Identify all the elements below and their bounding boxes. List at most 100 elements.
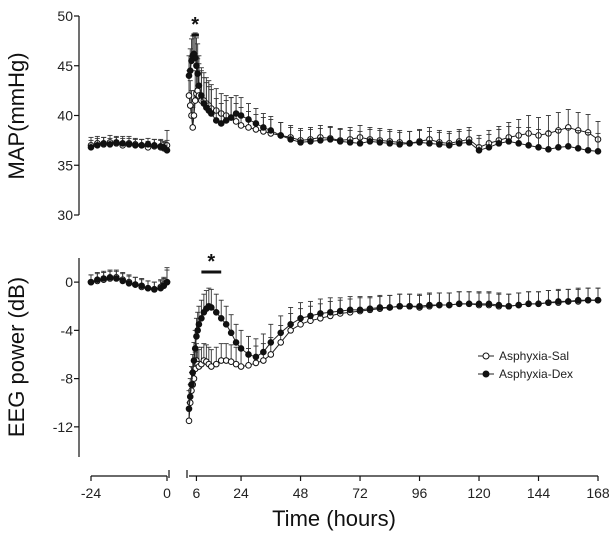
data-point	[186, 393, 194, 400]
data-point	[416, 302, 423, 310]
data-point	[245, 351, 252, 358]
data-point	[212, 117, 220, 124]
x-tick-label: 168	[586, 485, 610, 501]
data-point	[525, 142, 532, 149]
data-point	[125, 141, 133, 148]
data-point	[113, 275, 120, 282]
eeg-panel: -12 -8 -4 0 EEG power (dB) *	[4, 251, 602, 457]
data-point	[277, 329, 285, 337]
data-point	[212, 308, 220, 316]
data-point	[594, 296, 602, 304]
data-point	[336, 307, 344, 315]
data-point	[465, 300, 473, 308]
data-point	[217, 120, 225, 127]
data-point	[455, 140, 463, 147]
data-point	[287, 136, 294, 143]
data-point	[260, 348, 267, 356]
data-point	[346, 139, 354, 146]
data-point	[190, 357, 198, 364]
data-point	[406, 302, 413, 310]
y-tick-label: 50	[57, 8, 73, 24]
data-point	[185, 92, 193, 99]
data-point	[132, 142, 139, 149]
data-point	[100, 140, 107, 147]
data-point	[189, 369, 197, 376]
data-point	[100, 275, 107, 282]
data-point	[191, 345, 199, 352]
data-point	[267, 339, 275, 346]
data-point	[525, 300, 532, 308]
x-tick-label: 0	[163, 485, 171, 501]
data-point	[189, 124, 197, 131]
y-tick-label: -4	[61, 322, 74, 338]
data-point	[426, 140, 433, 147]
data-point	[260, 357, 267, 364]
data-point	[515, 301, 522, 309]
y-tick-label: -8	[61, 371, 74, 387]
data-point	[376, 139, 384, 146]
data-point	[277, 132, 285, 139]
data-point	[584, 296, 592, 304]
data-point	[277, 339, 285, 346]
x-tick-label: 120	[467, 485, 491, 501]
data-point	[346, 306, 354, 314]
data-point	[376, 304, 384, 311]
series-asphyxia-sal	[87, 58, 602, 152]
data-point	[245, 362, 252, 369]
x-tick-label: 96	[412, 485, 428, 501]
data-point	[485, 300, 493, 308]
data-point	[232, 339, 240, 346]
y-axis-title: MAP(mmHg)	[4, 52, 29, 179]
data-point	[227, 329, 235, 337]
data-point	[396, 302, 403, 310]
data-point	[94, 142, 101, 149]
data-point	[356, 306, 364, 314]
data-point	[436, 141, 443, 148]
data-point	[87, 278, 95, 286]
data-point	[495, 140, 503, 147]
data-point	[208, 110, 215, 117]
data-point	[356, 140, 364, 147]
data-point	[564, 298, 572, 305]
data-point	[191, 97, 199, 104]
data-point	[555, 298, 562, 305]
significance-asterisk: *	[191, 14, 199, 36]
data-point	[445, 301, 453, 309]
x-tick-label: 6	[193, 485, 201, 501]
data-point	[119, 140, 126, 147]
data-point	[475, 147, 483, 154]
x-axis: -24 0 6 24 48 72 96 120 144 168 Time (hours)	[81, 470, 610, 531]
data-point	[396, 141, 403, 148]
data-point	[297, 315, 304, 322]
data-point	[287, 327, 294, 334]
data-point	[252, 359, 260, 367]
x-tick-label: 48	[293, 485, 309, 501]
data-point	[287, 321, 294, 328]
data-point	[163, 278, 171, 286]
data-point	[574, 145, 582, 152]
data-point	[416, 139, 423, 146]
data-point	[222, 321, 230, 328]
data-point	[186, 102, 194, 109]
data-point	[386, 140, 394, 147]
map-panel: 30 35 40 45 50 MAP(mmHg) *	[4, 8, 602, 223]
data-point	[186, 67, 194, 75]
series-asphyxia-sal	[87, 267, 602, 425]
data-point	[535, 300, 542, 308]
data-point	[594, 148, 602, 155]
data-point	[222, 117, 230, 124]
data-point	[138, 142, 145, 149]
x-tick-label: 24	[233, 485, 249, 501]
y-tick-label: 0	[65, 274, 73, 290]
data-point	[386, 304, 394, 311]
data-point	[237, 112, 245, 119]
data-point	[94, 276, 101, 284]
y-tick-label: 40	[57, 108, 73, 124]
data-point	[445, 142, 453, 149]
data-point	[252, 126, 260, 133]
x-tick-label: 144	[527, 485, 551, 501]
data-point	[297, 139, 304, 146]
data-point	[185, 405, 193, 413]
data-point	[237, 122, 245, 129]
data-point	[545, 146, 552, 153]
